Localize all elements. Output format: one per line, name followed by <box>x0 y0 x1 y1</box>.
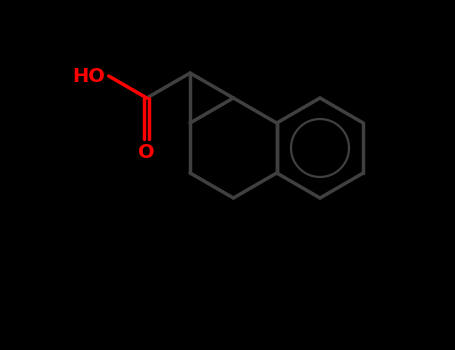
Text: O: O <box>138 143 155 162</box>
Text: HO: HO <box>72 66 105 85</box>
